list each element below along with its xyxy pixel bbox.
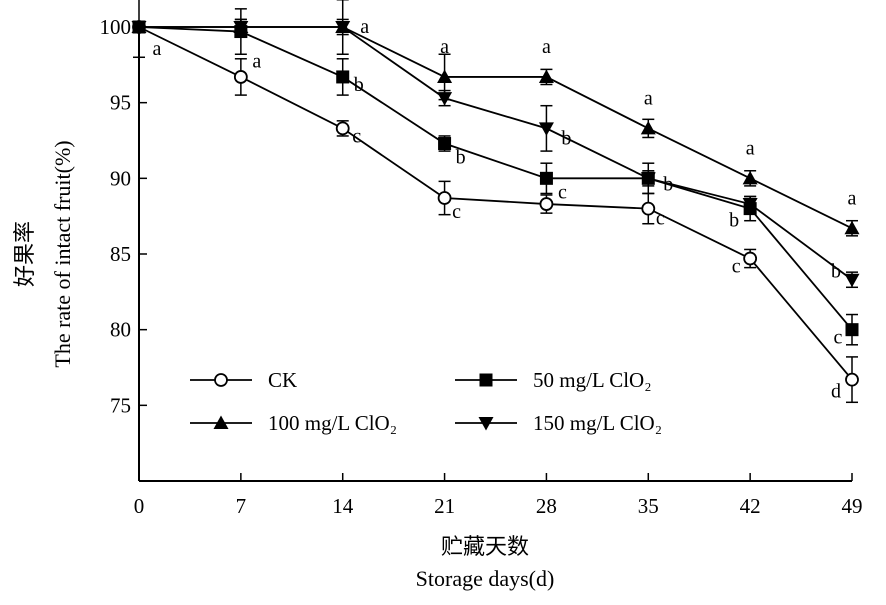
legend-marker — [478, 417, 494, 431]
data-point — [743, 251, 758, 266]
significance-letter: c — [834, 327, 843, 349]
data-point — [641, 201, 656, 216]
y-tick-label: 75 — [110, 393, 131, 417]
x-tick-label: 21 — [434, 494, 455, 518]
y-tick-label: 85 — [110, 242, 131, 266]
y-tick-label: 100 — [100, 15, 132, 39]
legend-label: 50 mg/L ClO₂ — [533, 368, 652, 392]
x-tick-label: 49 — [842, 494, 863, 518]
significance-letter: b — [456, 147, 466, 169]
data-point — [335, 121, 350, 136]
x-tick-label: 0 — [134, 494, 145, 518]
x-axis-title-cn: 贮藏天数 — [441, 534, 529, 559]
significance-letter: c — [352, 125, 361, 147]
significance-letter: a — [153, 38, 162, 60]
legend-label: 100 mg/L ClO₂ — [268, 411, 397, 435]
data-point — [538, 122, 554, 136]
significance-letter: d — [831, 381, 841, 403]
y-tick-label: 95 — [110, 91, 131, 115]
data-point — [539, 171, 553, 185]
legend-label: 150 mg/L ClO₂ — [533, 411, 662, 435]
data-point — [845, 372, 859, 387]
data-point — [233, 21, 249, 35]
significance-letter: b — [561, 127, 571, 149]
significance-letter: c — [558, 181, 567, 203]
data-point — [437, 69, 453, 83]
legend-label: CK — [268, 368, 297, 392]
y-axis-title: The rate of intact fruit(%) — [50, 140, 75, 367]
data-point — [640, 172, 656, 186]
data-point — [131, 21, 147, 35]
legend: CK 100 mg/L ClO₂ 50 mg/L ClO₂ 150 mg/L ClO₂ — [190, 368, 662, 435]
data-point — [742, 170, 758, 185]
significance-letter: a — [542, 36, 551, 58]
series-lines — [138, 26, 853, 381]
legend-marker — [213, 415, 229, 429]
data-point — [844, 220, 860, 235]
significance-letter: b — [354, 74, 364, 96]
data-point — [538, 69, 554, 83]
data-point — [742, 198, 758, 212]
series-markers — [131, 19, 860, 387]
data-point — [233, 70, 248, 84]
significance-letter: b — [729, 210, 739, 232]
data-point — [437, 92, 453, 106]
data-point — [438, 137, 452, 151]
data-point — [844, 273, 860, 288]
significance-letter: a — [848, 187, 857, 209]
significance-letter: c — [656, 208, 665, 230]
legend-marker — [214, 373, 228, 387]
significance-letter: c — [732, 256, 741, 278]
ticks: 75 80 85 90 95 100 0 7 14 21 28 35 42 49 — [100, 15, 863, 518]
significance-letter: a — [644, 87, 653, 109]
y-tick-label: 80 — [110, 318, 131, 342]
x-tick-label: 28 — [536, 494, 557, 518]
significance-letter: b — [663, 173, 673, 195]
x-tick-label: 7 — [236, 494, 247, 518]
x-tick-label: 14 — [332, 494, 354, 518]
x-axis-title: Storage days(d) — [416, 566, 555, 591]
x-tick-label: 35 — [638, 494, 659, 518]
data-point — [845, 323, 859, 337]
series-line — [138, 26, 853, 381]
significance-letter: a — [360, 16, 369, 38]
series-line — [138, 26, 853, 331]
data-point — [335, 21, 351, 35]
data-point — [336, 70, 350, 84]
y-axis-title-cn: 好果率 — [12, 221, 37, 287]
data-point — [640, 120, 656, 135]
series-line — [139, 26, 853, 281]
data-point — [437, 191, 452, 205]
significance-letter: c — [452, 201, 461, 223]
significance-letter: a — [440, 36, 449, 58]
data-point — [539, 197, 554, 211]
significance-letter: b — [831, 261, 841, 283]
x-tick-label: 42 — [740, 494, 761, 518]
legend-marker — [479, 373, 493, 387]
significance-letter: a — [252, 51, 261, 73]
significance-letter: a — [746, 137, 755, 159]
y-tick-label: 90 — [110, 166, 131, 190]
